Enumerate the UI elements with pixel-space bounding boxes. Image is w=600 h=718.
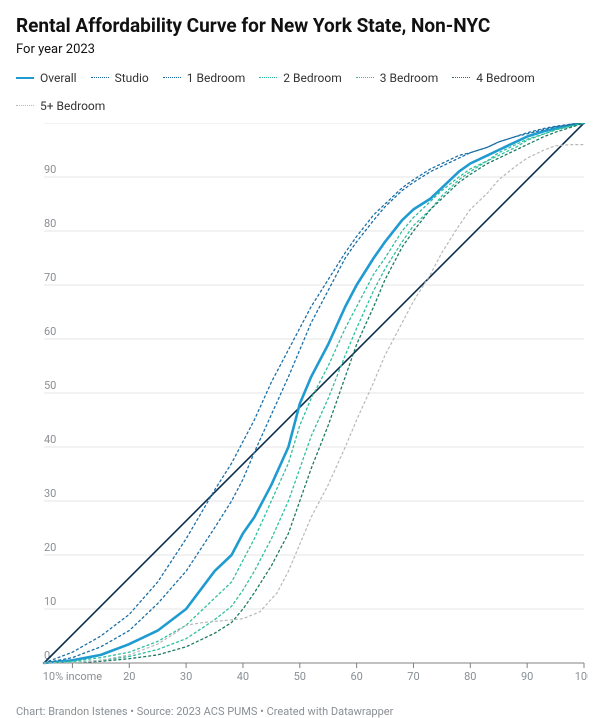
legend-swatch — [16, 77, 34, 79]
y-tick-label: 60 — [44, 325, 56, 338]
chart-svg: 0102030405060708090100% of rental units1… — [16, 123, 588, 691]
legend-item: Overall — [16, 71, 77, 85]
x-tick-label: 100 — [575, 670, 588, 683]
legend-label: Overall — [40, 71, 77, 85]
legend: Overall Studio 1 Bedroom 2 Bedroom 3 Bedroom… — [16, 71, 584, 113]
x-tick-label: 10% income — [43, 670, 103, 683]
chart-container: Rental Affordability Curve for New York … — [0, 0, 600, 698]
legend-swatch — [259, 77, 277, 78]
legend-swatch — [16, 105, 34, 106]
x-tick-label: 60 — [350, 670, 362, 683]
y-tick-label: 90 — [44, 163, 56, 176]
y-tick-label: 10 — [44, 595, 56, 608]
y-tick-label: 20 — [44, 541, 56, 554]
legend-swatch — [452, 77, 470, 78]
y-tick-label: 30 — [44, 487, 56, 500]
x-tick-label: 70 — [407, 670, 419, 683]
x-tick-label: 20 — [123, 670, 135, 683]
y-tick-label: 40 — [44, 433, 56, 446]
legend-label: 1 Bedroom — [187, 71, 246, 85]
legend-label: Studio — [115, 71, 149, 85]
y-tick-label: 70 — [44, 271, 56, 284]
chart-title: Rental Affordability Curve for New York … — [16, 14, 584, 38]
legend-item: 2 Bedroom — [259, 71, 342, 85]
y-tick-label: 50 — [44, 379, 56, 392]
legend-item: 4 Bedroom — [452, 71, 535, 85]
y-tick-label: 80 — [44, 217, 56, 230]
legend-swatch — [163, 77, 181, 78]
legend-label: 4 Bedroom — [476, 71, 535, 85]
x-tick-label: 90 — [521, 670, 533, 683]
legend-item: 1 Bedroom — [163, 71, 246, 85]
legend-item: 5+ Bedroom — [16, 99, 105, 113]
plot-area: 0102030405060708090100% of rental units1… — [16, 123, 584, 695]
legend-swatch — [356, 77, 374, 78]
legend-label: 2 Bedroom — [283, 71, 342, 85]
legend-item: Studio — [91, 71, 149, 85]
legend-swatch — [91, 77, 109, 78]
legend-label: 5+ Bedroom — [40, 99, 105, 113]
x-tick-label: 30 — [180, 670, 192, 683]
legend-item: 3 Bedroom — [356, 71, 439, 85]
x-tick-label: 80 — [464, 670, 476, 683]
x-tick-label: 40 — [237, 670, 249, 683]
chart-credit: Chart: Brandon Istenes • Source: 2023 AC… — [16, 705, 584, 718]
x-tick-label: 50 — [294, 670, 306, 683]
legend-label: 3 Bedroom — [380, 71, 439, 85]
chart-subtitle: For year 2023 — [16, 42, 584, 57]
